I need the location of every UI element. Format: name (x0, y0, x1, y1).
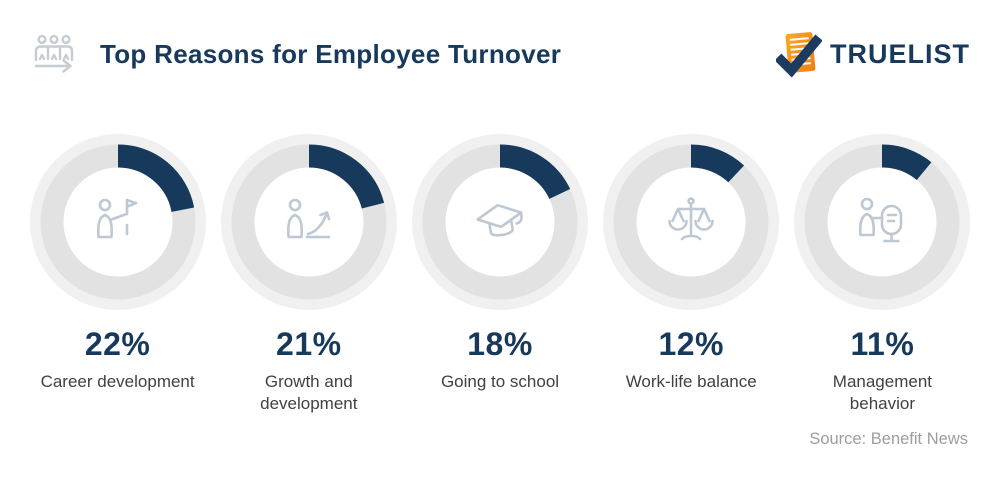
logo-text: TRUELIST (830, 38, 970, 69)
truelist-logo: TRUELIST (776, 30, 970, 78)
donut-chart (603, 134, 780, 310)
gauge-value: 11% (850, 326, 915, 362)
gauge-arc (40, 144, 196, 300)
gauge-label: Work-life balance (625, 372, 757, 391)
gauge-growth-and-development: 21% Growth and development (213, 134, 404, 415)
person-growth-arrow-icon (286, 198, 331, 239)
donut-gauge-row: 22% Career development 21% Growth and de… (0, 134, 1000, 415)
header: Top Reasons for Employee Turnover (0, 0, 1000, 78)
employee-turnover-icon (34, 34, 74, 73)
gauge-value: 18% (467, 326, 533, 362)
source-credit: Source: Benefit News (809, 430, 968, 448)
gauge-arc (231, 144, 387, 300)
gauge-arc (613, 144, 769, 300)
gauge-value: 22% (84, 326, 151, 362)
gauge-work-life-balance: 12% Work-life balance (596, 134, 787, 415)
donut-chart (794, 134, 971, 310)
graduation-cap-icon (476, 203, 523, 237)
page-title: Top Reasons for Employee Turnover (100, 38, 562, 69)
gauge-value: 21% (276, 326, 342, 362)
person-feedback-icon (859, 197, 903, 243)
checkmark-clipboard-icon (776, 32, 822, 78)
gauge-value: 12% (658, 326, 724, 362)
gauge-label: Growth and development (260, 372, 358, 414)
gauge-label: Management behavior (832, 372, 933, 414)
gauge-career-development: 22% Career development (22, 134, 213, 415)
donut-chart (220, 134, 397, 310)
gauge-management-behavior: 11% Management behavior (787, 134, 978, 415)
gauge-going-to-school: 18% Going to school (404, 134, 595, 415)
balance-scales-icon (668, 197, 715, 241)
gauge-label: Going to school (440, 372, 560, 391)
person-flag-icon (96, 198, 137, 239)
gauge-arc (422, 144, 578, 300)
gauge-label: Career development (40, 372, 195, 391)
donut-chart (412, 134, 588, 310)
gauge-arc (804, 144, 960, 300)
donut-chart (29, 134, 206, 310)
